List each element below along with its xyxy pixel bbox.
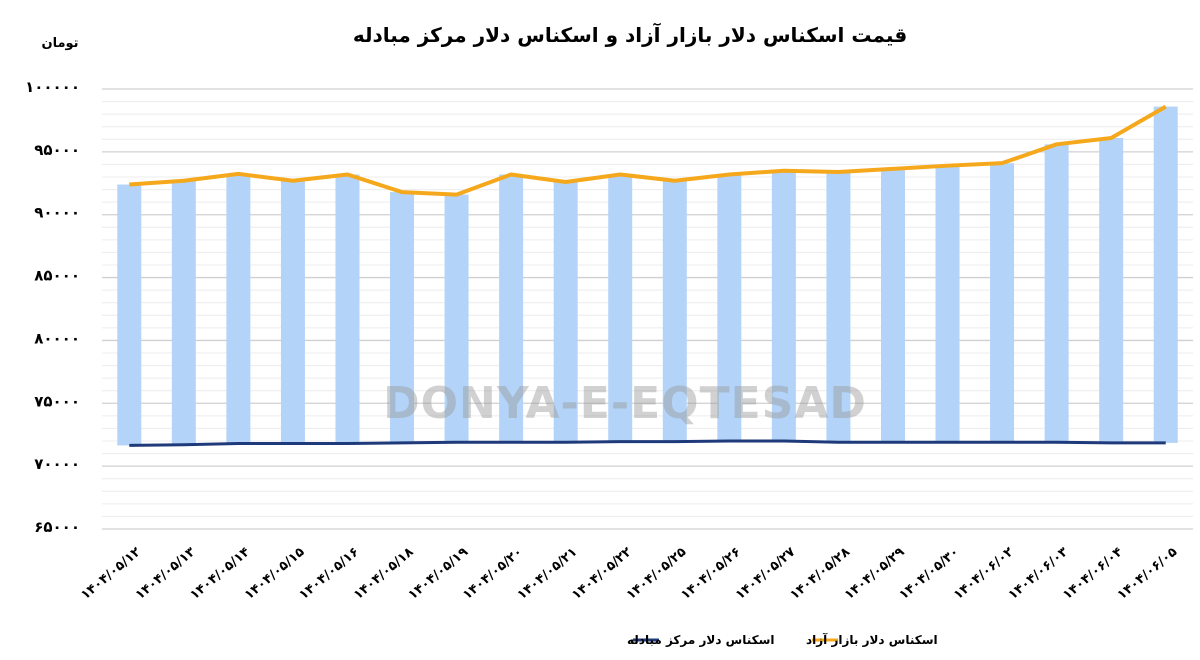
free-market-line <box>129 104 1167 197</box>
legend-label-free-market: اسکناس دلار بازار آزاد <box>806 632 938 647</box>
bar <box>1044 144 1069 443</box>
bar <box>1153 106 1178 443</box>
y-axis: ۱۰۰۰۰۰ ۹۵۰۰۰ ۹۰۰۰۰ ۸۵۰۰۰ ۸۰۰۰۰ ۷۵۰۰۰ ۷۰۰۰۰ ۶۵۰۰… <box>25 78 80 536</box>
bar <box>717 174 742 441</box>
bars <box>117 106 1178 446</box>
y-tick-label: ۷۰۰۰۰ <box>34 455 80 473</box>
y-axis-unit: تومان <box>41 36 78 51</box>
bar <box>553 182 578 443</box>
bar <box>935 165 960 443</box>
bar <box>117 184 142 446</box>
y-tick-label: ۹۰۰۰۰ <box>34 204 80 222</box>
bar <box>444 194 469 443</box>
bar <box>171 180 196 445</box>
bar <box>390 192 415 443</box>
bar <box>280 180 305 444</box>
y-tick-label: ۷۵۰۰۰ <box>34 392 80 410</box>
bar <box>608 174 633 442</box>
y-tick-label: ۸۰۰۰۰ <box>34 329 80 347</box>
bar <box>1099 138 1124 443</box>
bar <box>499 174 524 443</box>
legend-label-exchange-center: اسکناس دلار مرکز مبادله <box>627 633 775 647</box>
bar <box>826 171 851 443</box>
bar <box>880 168 905 443</box>
lines <box>129 104 1167 447</box>
bar <box>771 170 796 441</box>
bar <box>662 180 687 442</box>
x-tick-label: ۱۴۰۴/۰۶/۰۵ <box>1115 545 1181 603</box>
y-tick-label: ۶۵۰۰۰ <box>34 518 80 536</box>
bar <box>990 163 1015 443</box>
legend: اسکناس دلار بازار آزاد اسکناس دلار مرکز م… <box>627 632 938 647</box>
bar <box>335 174 360 444</box>
y-tick-label: ۹۵۰۰۰ <box>34 141 80 159</box>
y-tick-label: ۱۰۰۰۰۰ <box>25 78 80 96</box>
watermark: DONYA-E-EQTESAD <box>383 378 867 429</box>
y-tick-label: ۸۵۰۰۰ <box>34 267 80 285</box>
chart-title: قیمت اسکناس دلار بازار آزاد و اسکناس دلا… <box>353 22 907 47</box>
x-axis: ۱۴۰۴/۰۵/۱۲۱۴۰۴/۰۵/۱۳۱۴۰۴/۰۵/۱۴۱۴۰۴/۰۵/۱۵… <box>78 545 1180 603</box>
bar <box>226 173 251 444</box>
exchange-center-line <box>129 439 1166 447</box>
